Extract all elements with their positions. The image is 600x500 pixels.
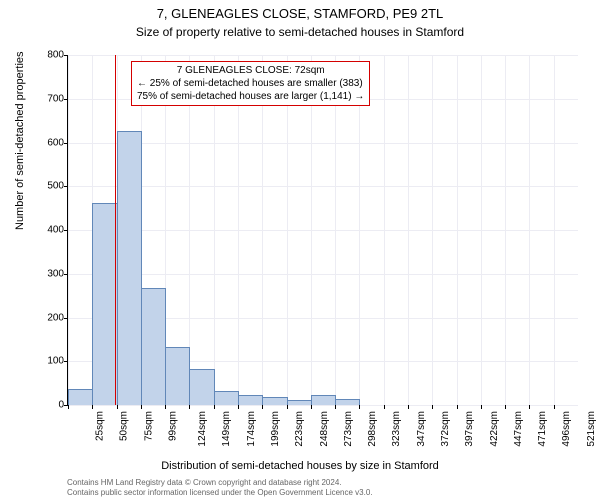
footer-line-1: Contains HM Land Registry data © Crown c…	[67, 478, 373, 488]
grid-line-v	[359, 55, 360, 405]
grid-line-v	[554, 55, 555, 405]
grid-line-v	[432, 55, 433, 405]
x-tick-mark	[117, 405, 118, 409]
x-tick-label: 273sqm	[343, 411, 354, 447]
chart-title: 7, GLENEAGLES CLOSE, STAMFORD, PE9 2TL	[0, 0, 600, 23]
grid-line-v	[262, 55, 263, 405]
x-tick-label: 422sqm	[489, 411, 500, 447]
x-tick-label: 149sqm	[222, 411, 233, 447]
x-tick-mark	[359, 405, 360, 409]
x-tick-mark	[238, 405, 239, 409]
y-tick-label: 800	[47, 50, 68, 61]
x-tick-label: 397sqm	[464, 411, 475, 447]
grid-line-v	[335, 55, 336, 405]
grid-line-v	[68, 55, 69, 405]
grid-line-v	[384, 55, 385, 405]
x-tick-label: 471sqm	[537, 411, 548, 447]
x-tick-label: 372sqm	[440, 411, 451, 447]
grid-line-v	[505, 55, 506, 405]
grid-line-h	[68, 230, 578, 231]
x-tick-mark	[68, 405, 69, 409]
histogram-bar	[262, 397, 287, 405]
histogram-bar	[92, 203, 117, 405]
grid-line-h	[68, 55, 578, 56]
annotation-line: 7 GLENEAGLES CLOSE: 72sqm	[137, 64, 364, 77]
grid-line-v	[457, 55, 458, 405]
y-tick-label: 400	[47, 225, 68, 236]
x-tick-label: 199sqm	[270, 411, 281, 447]
x-tick-label: 99sqm	[167, 411, 178, 441]
x-tick-label: 25sqm	[95, 411, 106, 441]
x-tick-label: 223sqm	[294, 411, 305, 447]
y-tick-label: 300	[47, 268, 68, 279]
marker-line	[115, 55, 117, 405]
grid-line-h	[68, 186, 578, 187]
x-tick-label: 50sqm	[119, 411, 130, 441]
x-tick-mark	[214, 405, 215, 409]
grid-line-v	[481, 55, 482, 405]
histogram-bar	[68, 389, 93, 405]
histogram-bar	[311, 395, 336, 405]
x-tick-mark	[287, 405, 288, 409]
x-tick-mark	[262, 405, 263, 409]
grid-line-v	[311, 55, 312, 405]
grid-line-v	[214, 55, 215, 405]
x-tick-mark	[505, 405, 506, 409]
x-tick-mark	[189, 405, 190, 409]
histogram-bar	[141, 288, 166, 405]
x-tick-mark	[165, 405, 166, 409]
y-tick-label: 100	[47, 356, 68, 367]
x-tick-mark	[408, 405, 409, 409]
histogram-bar	[214, 391, 239, 405]
x-tick-mark	[529, 405, 530, 409]
histogram-bar	[165, 347, 190, 405]
grid-line-h	[68, 405, 578, 406]
x-tick-label: 75sqm	[143, 411, 154, 441]
y-tick-label: 700	[47, 93, 68, 104]
x-tick-mark	[554, 405, 555, 409]
x-tick-mark	[432, 405, 433, 409]
x-tick-mark	[141, 405, 142, 409]
histogram-bar	[335, 399, 360, 405]
annotation-line: ← 25% of semi-detached houses are smalle…	[137, 77, 364, 90]
grid-line-h	[68, 143, 578, 144]
annotation-line: 75% of semi-detached houses are larger (…	[137, 90, 364, 103]
grid-line-v	[238, 55, 239, 405]
footer-line-2: Contains public sector information licen…	[67, 488, 373, 498]
y-tick-label: 0	[58, 400, 68, 411]
histogram-bar	[189, 369, 214, 405]
x-tick-mark	[481, 405, 482, 409]
footer-text: Contains HM Land Registry data © Crown c…	[67, 478, 373, 497]
chart-subtitle: Size of property relative to semi-detach…	[0, 23, 600, 39]
y-axis-label: Number of semi-detached properties	[14, 51, 26, 230]
x-tick-label: 248sqm	[319, 411, 330, 447]
x-tick-label: 521sqm	[586, 411, 597, 447]
histogram-bar	[117, 131, 142, 405]
x-tick-mark	[457, 405, 458, 409]
x-tick-label: 298sqm	[367, 411, 378, 447]
x-axis-label: Distribution of semi-detached houses by …	[0, 460, 600, 472]
y-tick-label: 200	[47, 312, 68, 323]
grid-line-h	[68, 274, 578, 275]
x-tick-label: 447sqm	[513, 411, 524, 447]
x-tick-mark	[384, 405, 385, 409]
grid-line-v	[529, 55, 530, 405]
annotation-box: 7 GLENEAGLES CLOSE: 72sqm← 25% of semi-d…	[131, 61, 370, 106]
x-tick-mark	[335, 405, 336, 409]
plot-area: 010020030040050060070080025sqm50sqm75sqm…	[67, 55, 578, 406]
y-tick-label: 500	[47, 181, 68, 192]
histogram-bar	[238, 395, 263, 405]
x-tick-mark	[92, 405, 93, 409]
x-tick-label: 496sqm	[562, 411, 573, 447]
x-tick-label: 347sqm	[416, 411, 427, 447]
grid-line-v	[287, 55, 288, 405]
x-tick-label: 174sqm	[246, 411, 257, 447]
x-tick-label: 323sqm	[392, 411, 403, 447]
chart-container: 7, GLENEAGLES CLOSE, STAMFORD, PE9 2TL S…	[0, 0, 600, 500]
y-tick-label: 600	[47, 137, 68, 148]
histogram-bar	[287, 400, 312, 405]
x-tick-label: 124sqm	[197, 411, 208, 447]
grid-line-v	[408, 55, 409, 405]
x-tick-mark	[311, 405, 312, 409]
